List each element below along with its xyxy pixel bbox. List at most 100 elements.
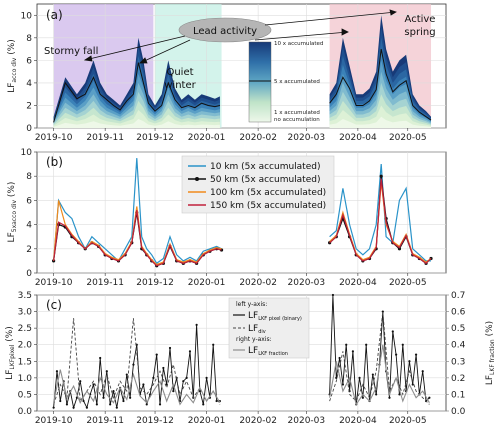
legend-item: 100 km (5x accumulated) — [210, 188, 326, 198]
data-point — [391, 330, 394, 333]
x-tick-label: 2020-02 — [239, 278, 277, 288]
data-point — [115, 406, 118, 409]
data-point — [105, 370, 108, 373]
panel-a: 2019-10 2019-11 2019-12 2020-01 2020-02 2020-… — [7, 3, 447, 143]
panel-c: 2019-10 2019-11 2019-12 2020-01 2020-02 2020-… — [5, 291, 496, 426]
annotation-active-1: Active — [405, 14, 436, 25]
data-point — [358, 376, 361, 379]
legend-box — [181, 155, 335, 214]
data-point — [92, 383, 95, 386]
accumulation-band — [53, 119, 220, 128]
data-point — [401, 343, 404, 346]
data-point — [142, 383, 145, 386]
series-line — [53, 369, 221, 406]
panel-b-legend: 10 km (5x accumulated) 50 km (5x accumula… — [181, 155, 335, 214]
y-tick-label-right: 0.1 — [451, 390, 465, 400]
y-tick-label-right: 0.5 — [451, 324, 465, 334]
data-point — [365, 343, 368, 346]
data-point — [55, 370, 59, 373]
data-point — [182, 380, 185, 383]
panel-c-ticks: 2019-10 2019-11 2019-12 2020-01 2020-02 2020-… — [18, 291, 466, 426]
y-tick-label: 2 — [26, 101, 32, 111]
data-point — [152, 376, 155, 379]
panel-label-b: (b) — [46, 155, 63, 169]
series-line — [329, 311, 430, 405]
annotation-quiet-2: winter — [164, 80, 196, 91]
legend-item: 10 km (5x accumulated) — [210, 162, 320, 172]
data-point — [421, 370, 424, 373]
x-tick-label: 2020-05 — [389, 278, 427, 288]
data-point — [345, 343, 348, 346]
y-tick-label-right: 0.4 — [451, 341, 466, 351]
data-point — [395, 353, 398, 356]
y-tick-label: 0 — [26, 269, 32, 279]
data-point — [398, 393, 401, 396]
series-line — [53, 210, 222, 267]
x-tick-label: 2020-03 — [288, 133, 326, 143]
arrow-4 — [264, 11, 397, 26]
panel-b-ticks: 2019-10 2019-11 2019-12 2020-01 2020-02 2020-… — [21, 148, 427, 288]
y-tick-label: 10 — [21, 11, 33, 21]
data-point — [122, 399, 125, 403]
five-x-line — [53, 62, 221, 123]
y-tick-label: 4 — [26, 79, 32, 89]
data-point — [172, 390, 175, 393]
data-point — [379, 174, 383, 178]
lead-activity-arrows — [83, 9, 397, 64]
y-tick-label: 6 — [26, 56, 32, 66]
data-point — [198, 390, 202, 393]
x-tick-label: 2019-10 — [35, 278, 73, 288]
data-point — [65, 403, 69, 406]
y-tick-label: 1.5 — [18, 357, 32, 367]
legend-marker — [195, 177, 199, 181]
data-point — [388, 396, 391, 399]
data-point — [375, 393, 378, 396]
data-point — [95, 403, 98, 406]
legend-item: 150 km (5x accumulated) — [210, 201, 326, 211]
series-line — [53, 318, 221, 405]
data-point — [428, 396, 431, 399]
legend-c-right-title: right y-axis: — [236, 336, 272, 343]
x-tick-label: 2019-12 — [136, 416, 174, 426]
x-tick-label: 2020-05 — [389, 416, 427, 426]
data-point — [341, 383, 345, 386]
data-point — [79, 380, 82, 383]
lead-activity-bubble — [178, 17, 272, 43]
data-point — [351, 350, 354, 353]
panel-a-series — [53, 15, 432, 128]
y-tick-label-right: 0.7 — [451, 291, 465, 301]
x-tick-label: 2019-10 — [35, 416, 73, 426]
arrowhead-4 — [389, 9, 397, 16]
x-tick-label: 2020-04 — [339, 133, 377, 143]
y-tick-label-right: 0.2 — [451, 374, 465, 384]
x-tick-label: 2019-11 — [86, 133, 124, 143]
data-point — [188, 350, 192, 353]
data-point — [414, 353, 418, 356]
legend-c-item-div: LFdiv — [248, 324, 266, 335]
data-point — [168, 346, 172, 350]
data-point — [338, 356, 341, 360]
arrowhead-1 — [83, 55, 93, 62]
legend-c-item-lkf-fraction: LFLKF fraction — [248, 346, 288, 357]
data-point — [112, 390, 115, 393]
x-tick-label: 2019-12 — [136, 133, 174, 143]
x-tick-label: 2020-04 — [339, 416, 377, 426]
colorbar-label-none: no accumulation — [274, 117, 320, 123]
data-point — [205, 376, 208, 379]
legend-item: 50 km (5x accumulated) — [210, 175, 320, 185]
panel-c-legend: left y-axis: LFLKF pixel (binary) LFdiv … — [228, 297, 310, 359]
colorbar-label-1x: 1 x accumulated — [274, 110, 320, 116]
y-tick-label: 1.0 — [18, 374, 33, 384]
panel-a-ticks: 2019-10 2019-11 2019-12 2020-01 2020-02 2020-… — [21, 11, 427, 143]
y-tick-label: 4 — [26, 221, 32, 231]
colorbar: 10 x accumulated 5 x accumulated 1 x acc… — [248, 41, 323, 123]
x-tick-label: 2020-04 — [339, 278, 377, 288]
panel-b: 2019-10 2019-11 2019-12 2020-01 2020-02 2020-… — [7, 148, 447, 288]
panel-b-ylabel: LF5xacco div (%) — [7, 182, 18, 243]
x-tick-label: 2020-01 — [188, 278, 226, 288]
x-tick-label: 2020-01 — [188, 416, 226, 426]
lead-activity-callout: Lead activity — [83, 9, 397, 64]
x-tick-label: 2020-03 — [288, 278, 326, 288]
legend-c-left-title: left y-axis: — [236, 301, 267, 308]
colorbar-label-5x: 5 x accumulated — [274, 79, 320, 85]
